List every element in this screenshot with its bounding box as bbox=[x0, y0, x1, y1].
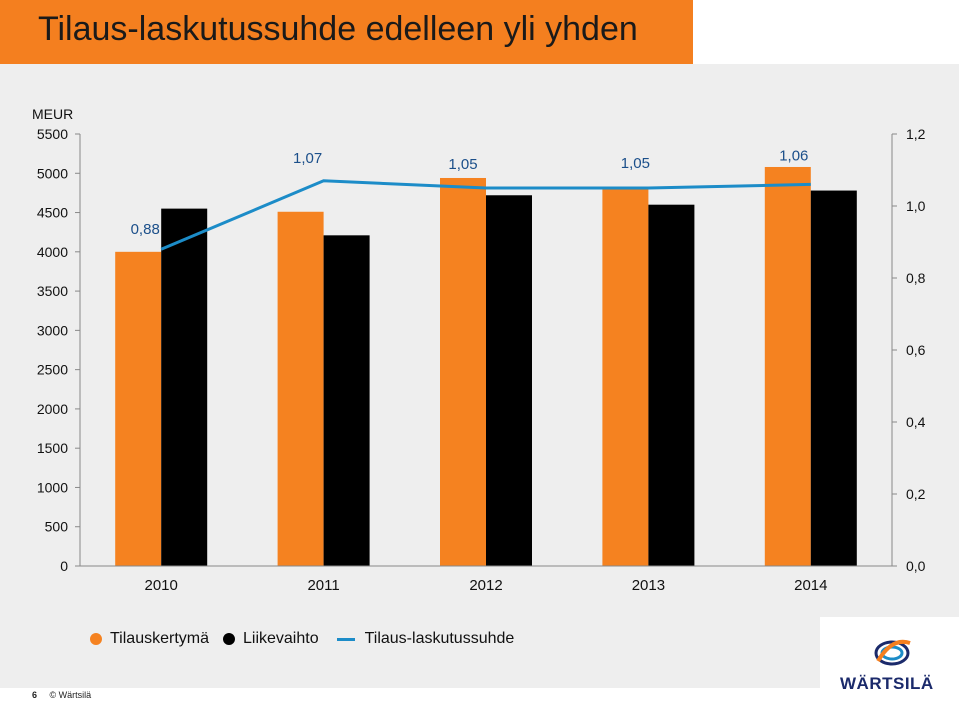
bar-tilauskertym-2013 bbox=[602, 188, 649, 566]
bar-tilauskertym-2010 bbox=[115, 251, 162, 566]
ratio-data-label: 1,05 bbox=[448, 156, 477, 173]
footer: 6 © Wärtsilä bbox=[32, 690, 91, 700]
x-tick-label: 2013 bbox=[632, 577, 665, 594]
legend-black-dot-icon bbox=[222, 633, 235, 645]
left-axis-unit: MEUR bbox=[32, 106, 73, 122]
page-number: 6 bbox=[32, 690, 38, 700]
x-tick-label: 2012 bbox=[469, 577, 502, 594]
bar-liikevaihto-2012 bbox=[486, 195, 532, 567]
right-tick-label: 1,2 bbox=[906, 126, 926, 142]
right-tick-label: 0,0 bbox=[906, 558, 926, 574]
left-tick-label: 1500 bbox=[37, 440, 68, 456]
footer-bar bbox=[0, 688, 820, 701]
legend-orange-dot-icon bbox=[90, 633, 102, 645]
bar-liikevaihto-2013 bbox=[648, 204, 695, 566]
bars-group bbox=[115, 166, 857, 567]
x-tick-label: 2010 bbox=[145, 577, 178, 594]
page-title: Tilaus-laskutussuhde edelleen yli yhden bbox=[38, 10, 638, 48]
combo-chart: MEUR 0 500 1000 1500 2000 2500 3000 3500 4000 4500… bbox=[32, 106, 926, 594]
left-tick-label: 4000 bbox=[37, 244, 68, 260]
legend-label: Tilauskertymä bbox=[110, 630, 209, 647]
legend-item-ratio: Tilaus-laskutussuhde bbox=[333, 630, 515, 648]
bar-tilauskertym-2014 bbox=[764, 166, 811, 567]
copyright-text: © Wärtsilä bbox=[49, 690, 92, 700]
legend-item-liikevaihto: Liikevaihto bbox=[222, 630, 319, 648]
ratio-line bbox=[160, 179, 811, 251]
bar-tilauskertym-2012 bbox=[440, 177, 486, 566]
title-bar: Tilaus-laskutussuhde edelleen yli yhden bbox=[0, 0, 693, 64]
ratio-data-label: 0,88 bbox=[131, 221, 160, 238]
left-axis: MEUR 0 500 1000 1500 2000 2500 3000 3500 4000 4500… bbox=[32, 106, 81, 574]
ratio-data-label: 1,07 bbox=[293, 150, 322, 167]
header-blank-area bbox=[693, 0, 959, 64]
right-axis: 0,0 0,2 0,4 0,6 0,8 1,0 1,2 bbox=[891, 126, 926, 574]
ratio-line-group: 0,88 1,07 1,05 1,05 1,06 bbox=[131, 147, 811, 251]
legend-item-tilauskertyma: Tilauskertymä bbox=[90, 630, 209, 648]
logo-text: WÄRTSILÄ bbox=[840, 674, 934, 693]
legend-label: Liikevaihto bbox=[242, 630, 319, 647]
legend: Tilauskertymä Liikevaihto Tilaus-laskutu… bbox=[90, 630, 528, 648]
legend-line-icon bbox=[336, 637, 355, 641]
ratio-data-label: 1,06 bbox=[779, 147, 808, 164]
left-tick-label: 5500 bbox=[37, 126, 68, 142]
bar-tilauskertym-2011 bbox=[277, 211, 324, 566]
x-axis-labels: 2010 2011 2012 2013 2014 bbox=[80, 565, 892, 594]
right-tick-label: 0,2 bbox=[906, 486, 926, 502]
left-tick-label: 3500 bbox=[37, 283, 68, 299]
right-tick-label: 0,6 bbox=[906, 342, 926, 358]
left-tick-label: 5000 bbox=[37, 165, 68, 181]
left-tick-label: 2500 bbox=[37, 362, 68, 378]
legend-label: Tilaus-laskutussuhde bbox=[364, 630, 515, 647]
x-tick-label: 2011 bbox=[307, 577, 339, 594]
x-tick-label: 2014 bbox=[794, 577, 827, 594]
ratio-data-label: 1,05 bbox=[621, 155, 650, 172]
wartsila-logo: WÄRTSILÄ bbox=[820, 617, 959, 701]
right-tick-label: 0,8 bbox=[906, 270, 926, 286]
wartsila-swirl-icon bbox=[874, 639, 911, 666]
bar-liikevaihto-2014 bbox=[810, 190, 857, 566]
right-tick-label: 1,0 bbox=[906, 198, 926, 214]
bar-liikevaihto-2010 bbox=[161, 208, 208, 567]
left-tick-label: 500 bbox=[45, 519, 69, 535]
left-tick-label: 0 bbox=[60, 558, 68, 574]
right-tick-label: 0,4 bbox=[906, 414, 926, 430]
bar-liikevaihto-2011 bbox=[323, 235, 370, 566]
left-tick-label: 3000 bbox=[37, 322, 68, 338]
left-tick-label: 4500 bbox=[37, 205, 68, 221]
left-tick-label: 1000 bbox=[37, 479, 68, 495]
left-tick-label: 2000 bbox=[37, 401, 68, 417]
